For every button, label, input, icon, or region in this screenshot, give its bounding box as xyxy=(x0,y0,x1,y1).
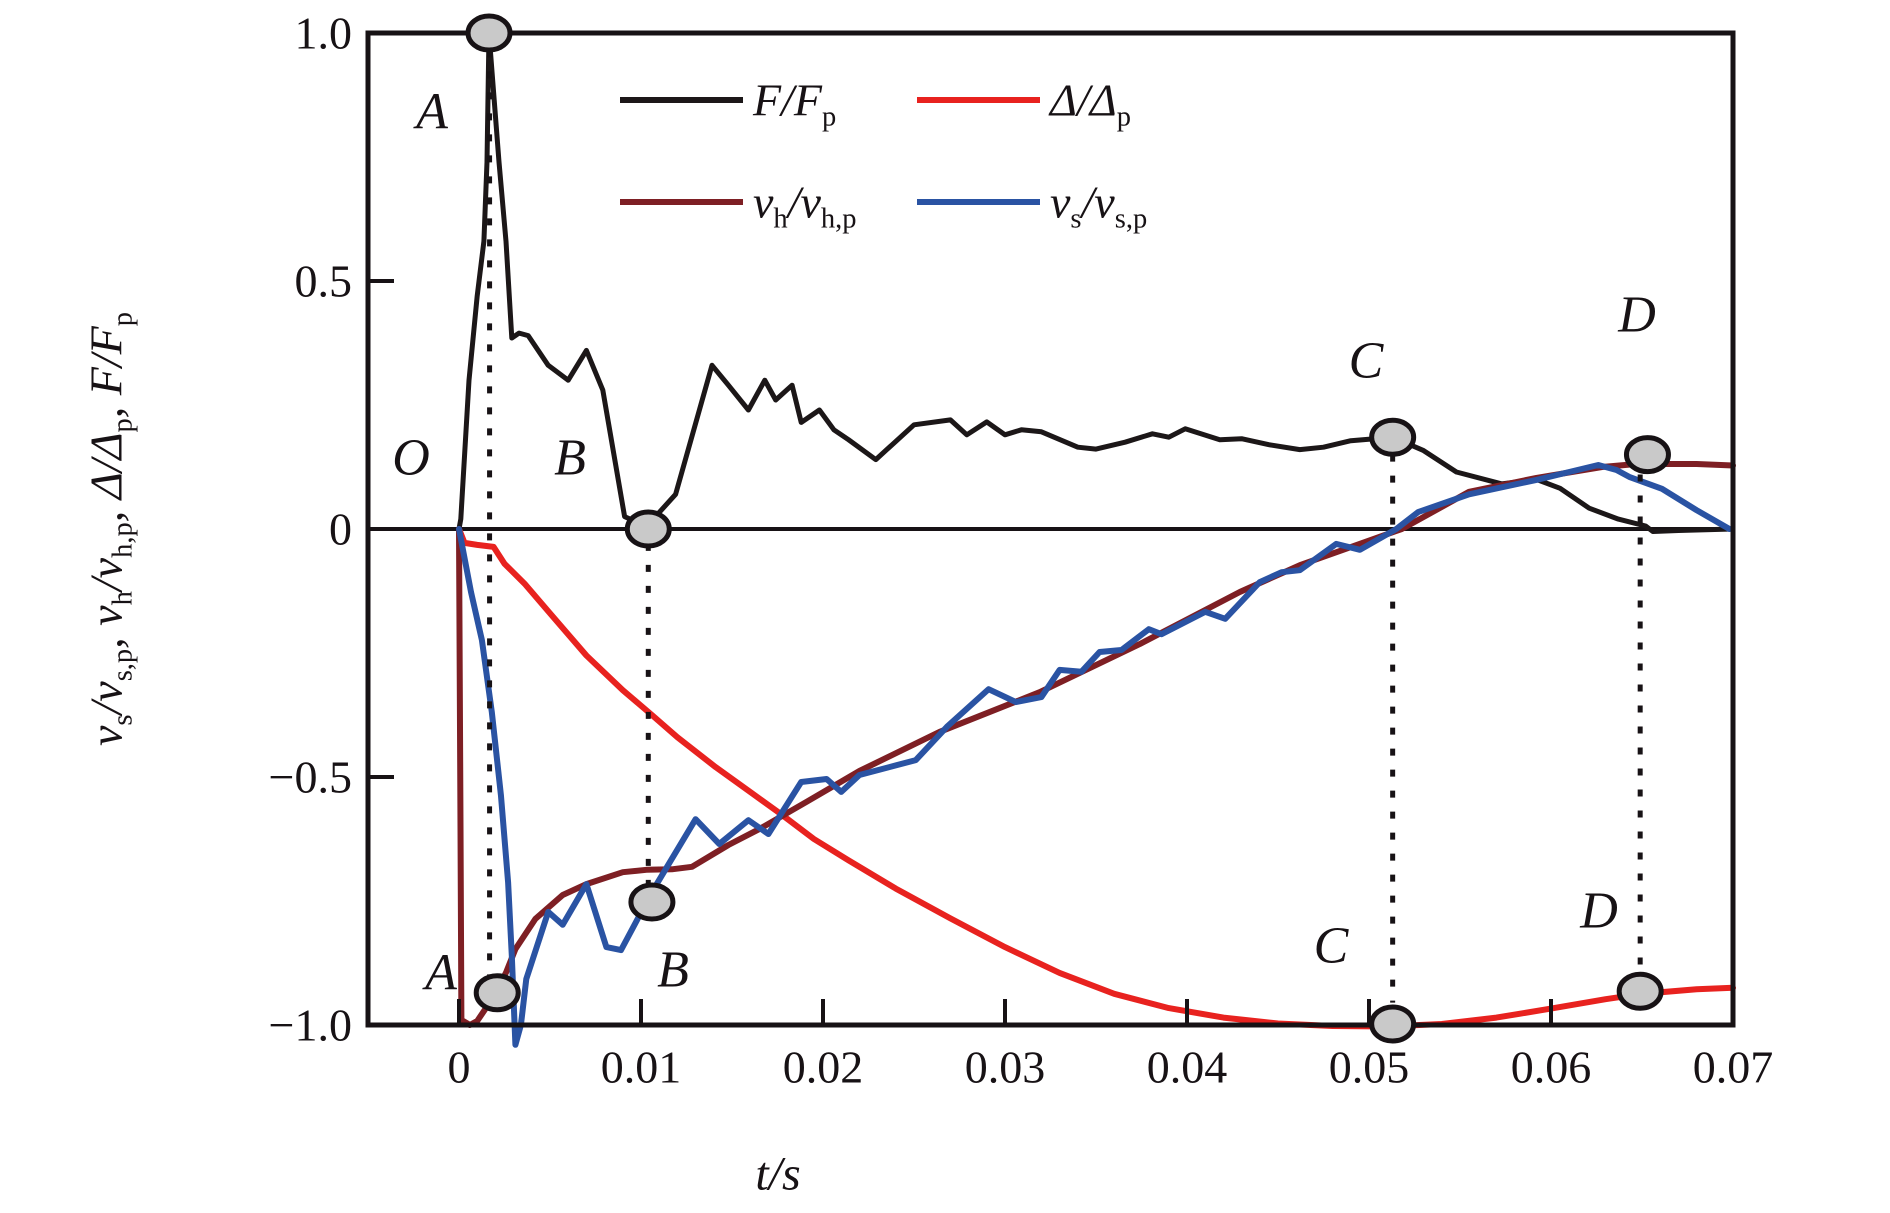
point-label-d-bottom: D xyxy=(1580,882,1618,940)
x-tick-label: 0.01 xyxy=(600,1041,682,1093)
legend-swatch-vh xyxy=(620,199,743,205)
legend-swatch-vs xyxy=(917,199,1040,205)
point-label-b-bottom: B xyxy=(657,941,689,999)
y-tick-label: 1.0 xyxy=(294,7,353,59)
point-label-c-bottom: C xyxy=(1313,917,1349,975)
y-axis-label: vs/vs,p, vh/vh,p, Δ/Δp, F/Fp xyxy=(80,311,139,747)
x-axis-label: t/s xyxy=(755,1147,801,1201)
point-label-origin: O xyxy=(392,429,430,487)
marker-B-force-zero xyxy=(624,509,672,549)
x-tick-label: 0.06 xyxy=(1510,1041,1592,1093)
marker-B-velocity xyxy=(628,882,676,922)
point-label-a-top: A xyxy=(416,83,448,141)
point-label-b-top: B xyxy=(554,429,586,487)
marker-D-displacement xyxy=(1616,971,1664,1011)
marker-C-displacement xyxy=(1369,1004,1417,1044)
legend-label-delta: Δ/Δp xyxy=(1050,74,1132,133)
x-tick-label: 0.07 xyxy=(1692,1041,1774,1093)
curve-delta xyxy=(456,526,1736,1030)
marker-D-velocity-top xyxy=(1623,435,1671,475)
y-tick-label: −0.5 xyxy=(268,751,352,803)
x-tick-label: 0.03 xyxy=(964,1041,1046,1093)
point-label-a-bottom: A xyxy=(425,944,457,1002)
legend-label-f: F/Fp xyxy=(753,74,837,133)
y-tick-label: 0 xyxy=(329,503,352,555)
legend-label-vs: vs/vs,p xyxy=(1050,176,1148,235)
y-tick-label: 0.5 xyxy=(294,255,353,307)
y-tick-label: −1.0 xyxy=(268,999,352,1051)
x-tick-label: 0.04 xyxy=(1146,1041,1228,1093)
x-tick-label: 0.02 xyxy=(782,1041,864,1093)
x-tick-label: 0.05 xyxy=(1328,1041,1410,1093)
marker-A-force-peak xyxy=(465,13,513,53)
marker-A-hammer-velocity xyxy=(473,973,521,1013)
point-label-d-top: D xyxy=(1618,286,1656,344)
legend-swatch-delta xyxy=(917,97,1040,103)
legend-label-vh: vh/vh,p xyxy=(753,176,857,235)
curve-vs xyxy=(456,462,1733,1048)
marker-C-force xyxy=(1369,417,1417,457)
curve-f xyxy=(456,30,1736,534)
x-tick-label: 0 xyxy=(447,1041,471,1093)
point-label-c-top: C xyxy=(1348,332,1384,390)
legend-swatch-f xyxy=(620,97,743,103)
